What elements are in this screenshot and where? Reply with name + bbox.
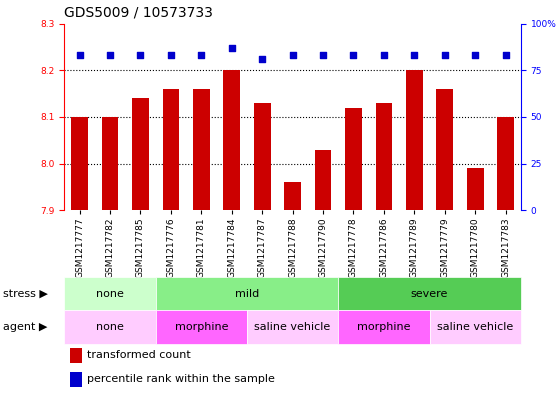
Bar	[376, 103, 392, 210]
Bar	[70, 348, 82, 363]
Point	[440, 52, 449, 59]
Point	[197, 52, 206, 59]
Point	[470, 52, 479, 59]
Bar	[64, 310, 156, 344]
Text: morphine: morphine	[357, 322, 410, 332]
Bar	[284, 182, 301, 210]
Text: none: none	[96, 322, 124, 332]
Text: saline vehicle: saline vehicle	[254, 322, 331, 332]
Text: percentile rank within the sample: percentile rank within the sample	[87, 374, 274, 384]
Bar	[254, 103, 270, 210]
Text: severe: severe	[411, 289, 448, 299]
Bar	[193, 89, 209, 210]
Bar	[436, 89, 453, 210]
Bar	[467, 168, 483, 210]
Text: stress ▶: stress ▶	[3, 289, 48, 299]
Point	[166, 52, 175, 59]
Bar	[430, 310, 521, 344]
Bar	[315, 150, 332, 210]
Text: mild: mild	[235, 289, 259, 299]
Point	[288, 52, 297, 59]
Bar	[497, 117, 514, 210]
Bar	[247, 310, 338, 344]
Text: morphine: morphine	[175, 322, 228, 332]
Text: agent ▶: agent ▶	[3, 322, 47, 332]
Bar	[345, 108, 362, 210]
Bar	[406, 70, 423, 210]
Point	[410, 52, 419, 59]
Bar	[156, 277, 338, 310]
Text: none: none	[96, 289, 124, 299]
Point	[380, 52, 389, 59]
Bar	[156, 310, 247, 344]
Point	[319, 52, 328, 59]
Point	[349, 52, 358, 59]
Bar	[71, 117, 88, 210]
Text: GDS5009 / 10573733: GDS5009 / 10573733	[64, 6, 213, 20]
Bar	[338, 277, 521, 310]
Bar	[338, 310, 430, 344]
Bar	[223, 70, 240, 210]
Bar	[64, 277, 156, 310]
Text: saline vehicle: saline vehicle	[437, 322, 514, 332]
Bar	[132, 98, 149, 210]
Bar	[162, 89, 179, 210]
Point	[75, 52, 84, 59]
Text: transformed count: transformed count	[87, 350, 190, 360]
Bar	[70, 372, 82, 387]
Point	[136, 52, 145, 59]
Bar	[102, 117, 118, 210]
Point	[501, 52, 510, 59]
Point	[105, 52, 115, 59]
Point	[258, 56, 267, 62]
Point	[227, 45, 236, 51]
